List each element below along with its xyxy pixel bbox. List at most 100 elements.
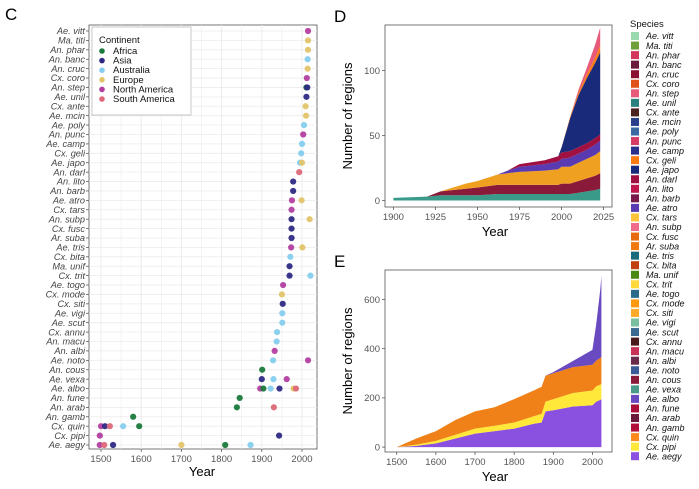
species-legend-label: An. cruc <box>645 69 680 79</box>
x-tick-label: 1900 <box>383 212 404 223</box>
panel-c-x-axis-title: Year <box>189 464 216 479</box>
data-point <box>288 234 295 242</box>
species-legend-label: Cx. coro <box>646 79 680 89</box>
y-tick-label-species: Ae. poly <box>51 120 87 130</box>
y-tick-label-species: Cx. pipi <box>54 431 86 441</box>
data-point <box>269 357 277 364</box>
species-legend-swatch <box>631 442 639 451</box>
data-point <box>270 404 277 411</box>
species-legend-swatch <box>631 213 639 222</box>
species-legend-swatch <box>631 79 639 88</box>
species-legend-label: An. arab <box>645 413 680 423</box>
species-legend-swatch <box>631 337 639 346</box>
data-point <box>279 319 286 326</box>
y-tick-label-species: Cx. fusc <box>52 224 86 234</box>
y-tick-label-species: Cx. coro <box>51 73 85 83</box>
legend-label: Australia <box>113 65 151 76</box>
species-legend-label: An. albi <box>645 356 677 366</box>
data-point <box>109 441 117 449</box>
y-tick-label: 100 <box>364 66 380 77</box>
species-legend-label: Ae. vexa <box>645 385 681 395</box>
species-legend-swatch <box>631 423 639 432</box>
panel-d-areas <box>393 27 601 201</box>
species-legend-label: An. barb <box>645 194 680 204</box>
data-point <box>287 253 294 260</box>
species-legend-label: Cx. tars <box>646 213 678 223</box>
y-tick-label-species: An. cous <box>48 365 85 375</box>
species-legend-swatch <box>631 32 639 40</box>
y-tick-label-species: Cx. quin <box>51 421 85 431</box>
data-point <box>96 432 103 439</box>
species-legend-swatch <box>631 60 639 69</box>
species-legend-label: Cx. annu <box>646 337 682 347</box>
species-legend-swatch <box>631 70 639 79</box>
legend-marker <box>99 96 105 102</box>
x-tick-label: 1700 <box>171 454 192 465</box>
panel-e-areas <box>396 275 602 448</box>
y-tick-label-species: An. phar <box>49 45 86 55</box>
x-tick-label: 1500 <box>90 454 111 465</box>
continent-legend-title: Continent <box>99 35 140 46</box>
species-legend-label: Ae. atro <box>645 203 678 213</box>
y-tick-label-species: Ae. atro <box>52 196 85 206</box>
x-tick-label: 1800 <box>211 454 232 465</box>
species-legend-swatch <box>631 137 639 146</box>
species-legend-label: An. punc <box>645 136 682 146</box>
x-tick-label: 2025 <box>593 212 614 223</box>
data-point <box>288 216 295 223</box>
species-legend-label: Ae. camp <box>645 146 684 156</box>
y-tick-label-species: An. arab <box>49 403 85 413</box>
y-tick-label-species: Ae. mcin <box>48 111 85 121</box>
species-legend-title: Species <box>630 19 664 30</box>
species-legend-label: Cx. mode <box>646 299 685 309</box>
y-tick-label-species: Ae. vigi <box>54 308 86 318</box>
area-series <box>396 399 602 448</box>
species-legend-label: Cx. fusc <box>646 232 679 242</box>
species-legend-swatch <box>631 89 639 98</box>
panel-e-stacked-area: 1500 1600 1700 1800 1900 2000 0 200 400 600 Year… <box>340 269 613 484</box>
data-point <box>267 385 274 392</box>
y-tick-label-species: Cx. mode <box>46 290 85 300</box>
species-legend-swatch <box>631 108 639 117</box>
species-legend-label: An. subp <box>645 222 682 232</box>
data-point <box>260 385 267 392</box>
species-legend-label: Ae. japo <box>645 165 679 175</box>
data-point <box>292 385 300 392</box>
data-point <box>303 93 310 100</box>
species-legend-label: Cx. ante <box>646 108 680 118</box>
data-point <box>275 432 283 439</box>
legend-label: Europe <box>113 75 144 86</box>
data-point <box>300 121 308 129</box>
data-point <box>136 423 143 430</box>
data-point <box>279 300 286 307</box>
data-point <box>300 131 307 138</box>
legend-marker <box>99 86 105 93</box>
data-point <box>286 263 293 270</box>
y-tick-label-species: Ae. japo <box>50 158 85 168</box>
data-point <box>288 197 296 204</box>
y-tick-label-species: An. barb <box>49 186 85 196</box>
species-legend-label: Ae. albo <box>645 394 679 404</box>
x-tick-label: 1975 <box>509 212 530 223</box>
y-tick-label: 200 <box>364 393 380 404</box>
species-legend-swatch <box>631 232 639 241</box>
data-point <box>258 376 265 383</box>
y-tick-label-species: Ae. scut <box>51 318 86 328</box>
y-tick-label-species: An. albi <box>53 346 86 356</box>
data-point <box>298 197 305 204</box>
species-legend-swatch <box>631 51 639 60</box>
species-legend-label: Cx. quin <box>646 432 679 442</box>
species-legend-label: An. darl <box>645 174 678 184</box>
species-legend-label: Ae. scut <box>645 327 679 337</box>
data-point <box>276 385 283 392</box>
data-point <box>120 423 127 430</box>
species-legend-label: An. gamb <box>645 423 685 433</box>
species-legend-swatch <box>631 289 639 298</box>
data-point <box>96 441 103 449</box>
y-tick-label-species: Ae. noto <box>50 356 85 366</box>
data-point <box>236 394 243 402</box>
data-point <box>288 206 295 213</box>
data-point <box>298 150 305 157</box>
y-tick-label: 0 <box>375 442 380 453</box>
